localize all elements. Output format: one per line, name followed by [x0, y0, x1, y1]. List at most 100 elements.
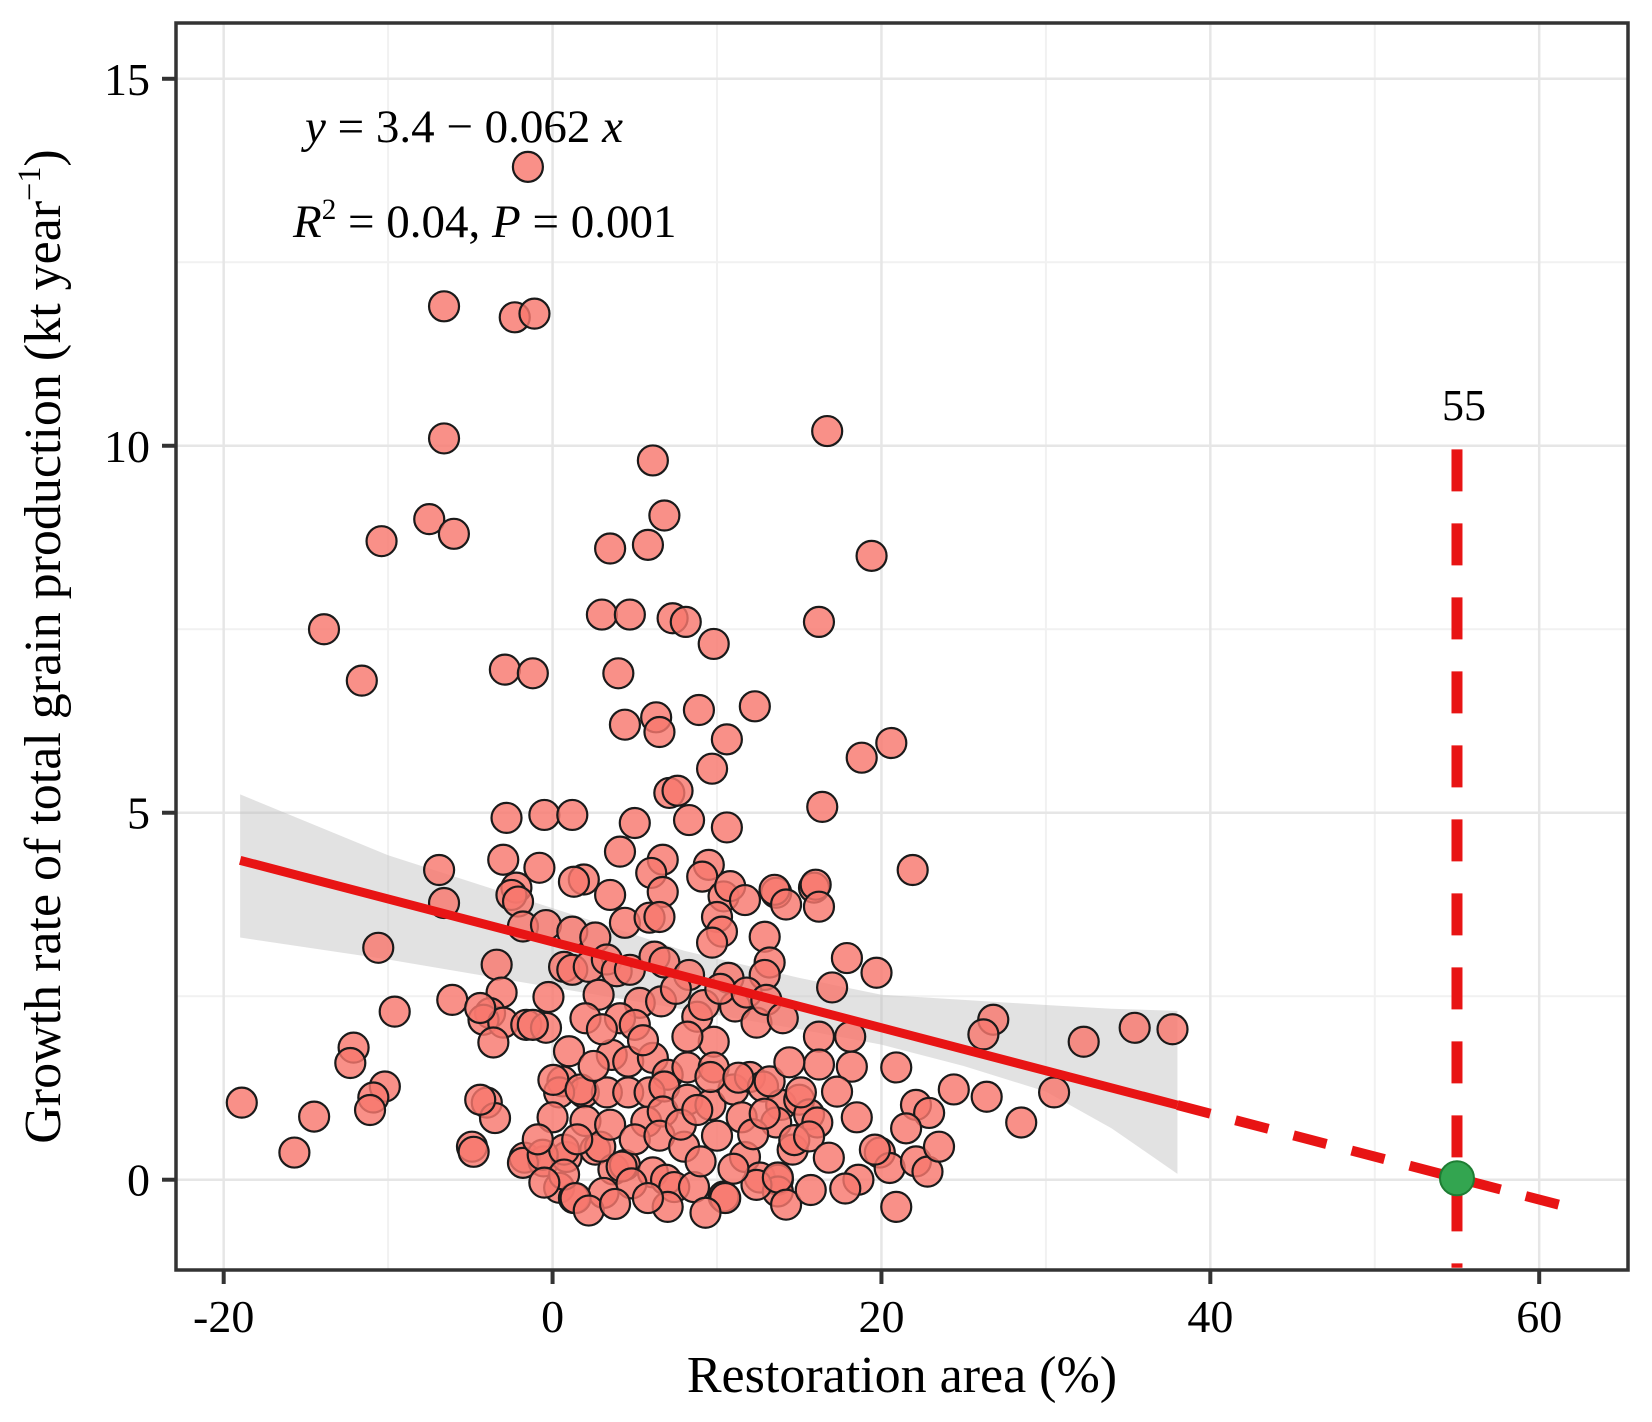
scatter-point	[511, 150, 545, 183]
x-tick-label: 20	[858, 1291, 904, 1342]
y-tick-label: 15	[104, 54, 150, 105]
scatter-point	[684, 1145, 717, 1178]
scatter-point	[689, 1196, 722, 1229]
scatter-point	[608, 708, 642, 741]
x-tick-label: 40	[1187, 1291, 1233, 1342]
scatter-point	[816, 971, 849, 1004]
scatter-point	[561, 1123, 594, 1156]
scatter-point	[896, 853, 929, 887]
scatter-point	[225, 1086, 258, 1119]
scatter-point	[552, 1035, 586, 1068]
scatter-point	[528, 1166, 561, 1199]
scatter-point	[880, 1051, 913, 1084]
scatter-point	[594, 878, 627, 912]
scatter-point	[457, 1135, 490, 1168]
scatter-point	[613, 598, 646, 631]
scatter-point	[523, 851, 556, 884]
scatter-point	[700, 1119, 734, 1152]
scatter-point	[728, 883, 762, 917]
scatter-point	[594, 532, 627, 565]
scatter-point	[858, 1133, 891, 1166]
scatter-point	[603, 835, 637, 868]
scatter-point	[922, 1130, 956, 1163]
scatter-point	[681, 1093, 714, 1127]
scatter-point	[722, 1061, 755, 1094]
scatter-point	[860, 956, 893, 989]
y-tick-label: 0	[127, 1155, 150, 1206]
scatter-point	[697, 627, 730, 661]
scatter-point	[669, 605, 702, 639]
scatter-point	[598, 1187, 632, 1221]
scatter-point	[378, 995, 411, 1028]
scatter-point	[794, 1173, 827, 1207]
scatter-point	[532, 980, 565, 1014]
scatter-point	[967, 1018, 1000, 1051]
scatter-point	[855, 539, 888, 572]
x-axis-title: Restoration area (%)	[687, 1347, 1117, 1404]
scatter-point	[738, 690, 771, 723]
scatter-point	[806, 790, 839, 823]
reference-point	[1438, 1160, 1475, 1197]
scatter-point	[477, 1026, 510, 1059]
scatter-point	[682, 693, 716, 727]
scatter-point	[464, 1083, 497, 1116]
scatter-point	[436, 983, 469, 1017]
scatter-point	[528, 798, 561, 832]
scatter-point	[710, 723, 743, 756]
scatter-point	[572, 1194, 605, 1227]
scatter-point	[537, 1063, 570, 1097]
scatter-point	[769, 888, 803, 921]
scatter-point	[1118, 1011, 1151, 1044]
scatter-point	[753, 1065, 786, 1098]
scatter-point	[585, 1013, 618, 1046]
scatter-point	[820, 1075, 854, 1108]
regression-line-dashed	[1176, 1100, 1582, 1216]
scatter-point	[636, 444, 669, 477]
scatter-point	[710, 811, 743, 844]
scatter-point	[784, 1076, 817, 1109]
scatter-point	[890, 1112, 923, 1145]
scatter-point	[577, 1049, 610, 1083]
scatter-point	[464, 991, 497, 1025]
scatter-point	[488, 653, 521, 686]
scatter-point	[602, 657, 635, 690]
scatter-point	[648, 499, 681, 532]
scatter-point	[835, 1050, 868, 1083]
scatter-point	[875, 726, 908, 760]
scatter-point	[631, 528, 665, 561]
scatter-point	[516, 657, 549, 690]
annotation-equation: y = 3.4 − 0.062 x	[301, 101, 623, 153]
scatter-point	[487, 843, 520, 876]
scatter-point	[643, 900, 676, 934]
scatter-point	[802, 1020, 836, 1053]
scatter-point	[480, 948, 513, 981]
scatter-point	[307, 613, 341, 646]
scatter-point	[970, 1080, 1003, 1113]
scatter-point	[773, 1046, 806, 1079]
scatter-point	[717, 1152, 750, 1185]
scatter-point	[880, 1190, 913, 1223]
scatter-point	[365, 525, 398, 558]
scatter-point	[334, 1046, 367, 1080]
scatter-point	[490, 801, 523, 834]
scatter-point	[557, 865, 591, 898]
scatter-point	[761, 1161, 794, 1194]
scatter-point	[618, 806, 651, 840]
x-tick-label: 0	[541, 1291, 564, 1342]
scatter-point	[830, 941, 864, 975]
scatter-point	[769, 1188, 803, 1221]
scatter-point	[829, 1172, 862, 1205]
scatter-point	[594, 1108, 627, 1141]
scatter-point	[1067, 1025, 1100, 1058]
scatter-point	[413, 503, 446, 536]
scatter-point	[516, 1008, 549, 1041]
scatter-point	[278, 1136, 311, 1169]
scatter-point	[811, 414, 844, 448]
scatter-point	[672, 803, 706, 837]
scatter-point	[423, 853, 456, 887]
reference-label: 55	[1442, 381, 1486, 430]
y-tick-label: 5	[127, 788, 150, 839]
scatter-point	[643, 715, 676, 749]
